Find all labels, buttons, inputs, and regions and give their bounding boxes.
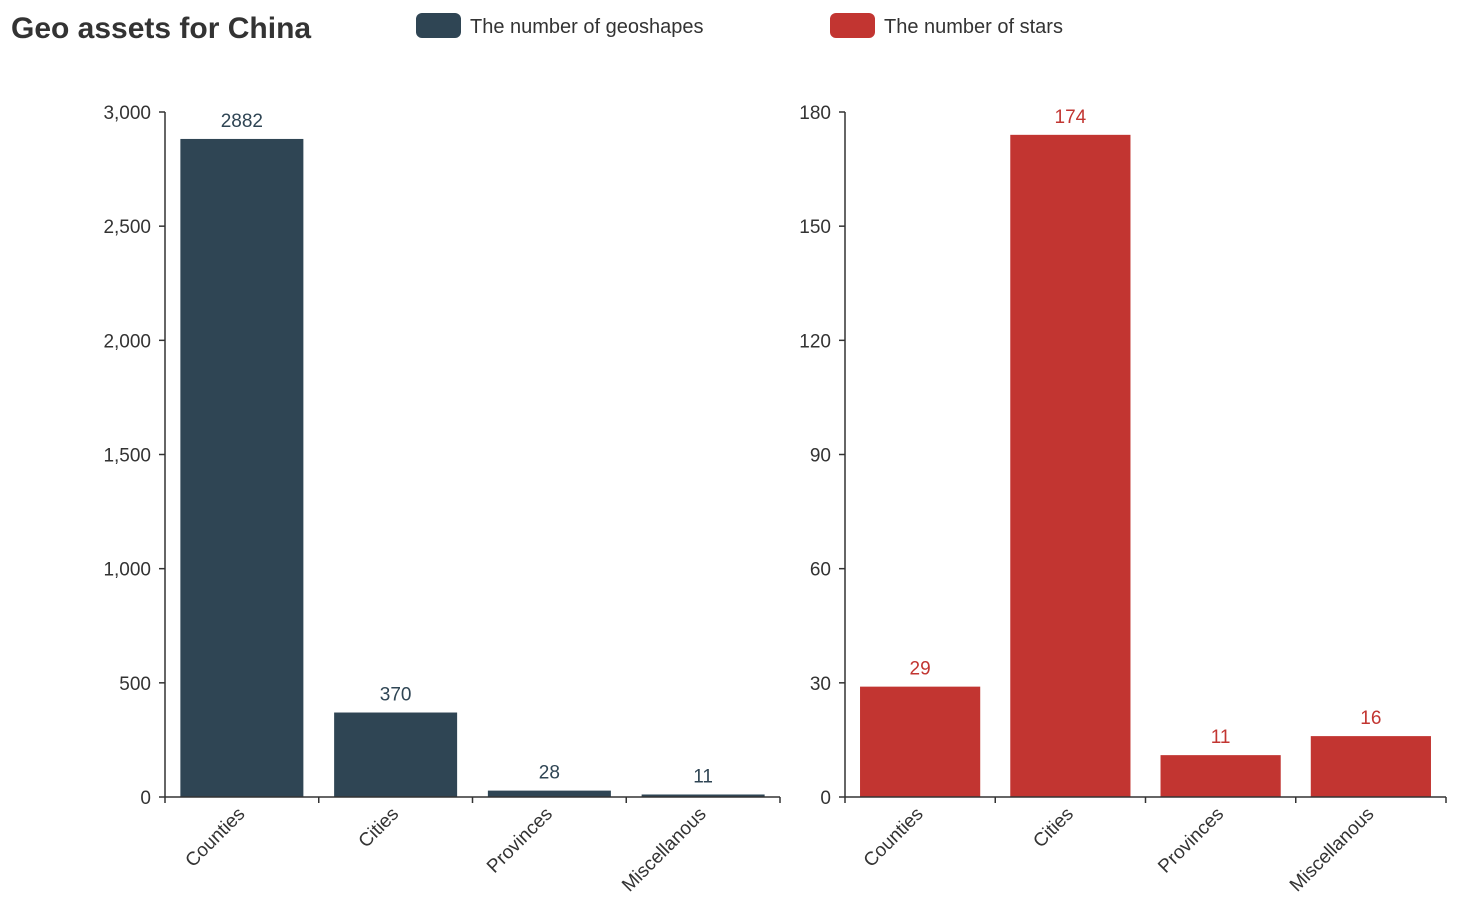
geoshapes-data-label: 370 (380, 685, 412, 706)
legend-swatch-geoshapes[interactable] (416, 13, 461, 38)
stars-data-label: 174 (1055, 107, 1087, 128)
geoshapes-y-tick-label: 3,000 (103, 103, 151, 124)
geoshapes-category-label: Provinces (483, 804, 557, 878)
stars-y-tick-label: 0 (820, 788, 831, 809)
geoshapes-y-tick-label: 500 (119, 674, 151, 695)
stars-y-tick-label: 120 (799, 331, 831, 352)
geoshapes-y-tick-label: 2,000 (103, 331, 151, 352)
geoshapes-data-label: 28 (539, 763, 560, 784)
geoshapes-bar-counties[interactable] (180, 138, 304, 797)
geoshapes-category-label: Miscellanous (618, 804, 711, 897)
stars-category-label: Counties (860, 804, 928, 872)
geoshapes-chart: 0 500 1,000 1,500 2,000 2,500 3,000 2882 370 28 11… (103, 103, 781, 897)
stars-category-label: Provinces (1154, 804, 1228, 878)
stars-data-label: 11 (1211, 727, 1231, 748)
geoshapes-y-tick-label: 2,500 (103, 217, 151, 238)
legend-swatch-stars[interactable] (830, 13, 875, 38)
geoshapes-y-tick-label: 1,500 (103, 446, 151, 467)
stars-category-label: Cities (1029, 804, 1077, 852)
legend[interactable]: The number of geoshapes The number of st… (416, 13, 1063, 38)
stars-bar-miscellanous[interactable] (1310, 736, 1431, 797)
stars-y-tick-label: 150 (799, 217, 831, 238)
legend-item-stars[interactable]: The number of stars (830, 13, 1063, 38)
geoshapes-data-label: 2882 (221, 111, 263, 132)
stars-y-tick-label: 90 (810, 446, 831, 467)
legend-item-geoshapes[interactable]: The number of geoshapes (416, 13, 704, 38)
geoshapes-category-label: Cities (355, 804, 403, 852)
stars-bar-provinces[interactable] (1160, 755, 1281, 797)
geoshapes-category-label: Counties (182, 804, 250, 872)
geoshapes-y-tick-label: 0 (140, 788, 151, 809)
legend-label-geoshapes[interactable]: The number of geoshapes (470, 16, 704, 38)
geoshapes-bar-miscellanous[interactable] (641, 794, 765, 797)
geoshapes-bar-provinces[interactable] (487, 790, 611, 797)
geoshapes-data-label: 11 (693, 766, 713, 787)
geoshapes-y-tick-label: 1,000 (103, 560, 151, 581)
stars-data-label: 16 (1360, 708, 1381, 729)
legend-label-stars[interactable]: The number of stars (884, 16, 1063, 38)
stars-bar-counties[interactable] (860, 686, 981, 797)
stars-bar-cities[interactable] (1010, 134, 1131, 798)
stars-y-tick-label: 180 (799, 103, 831, 124)
stars-category-label: Miscellanous (1286, 804, 1379, 897)
geoshapes-bar-cities[interactable] (334, 712, 458, 797)
stars-y-tick-label: 30 (810, 674, 831, 695)
stars-chart: 0 30 60 90 120 150 180 29 174 11 16 Counties Cities P… (799, 103, 1447, 897)
chart-title: Geo assets for China (11, 12, 311, 45)
stars-y-tick-label: 60 (810, 560, 831, 581)
stars-data-label: 29 (910, 659, 931, 680)
